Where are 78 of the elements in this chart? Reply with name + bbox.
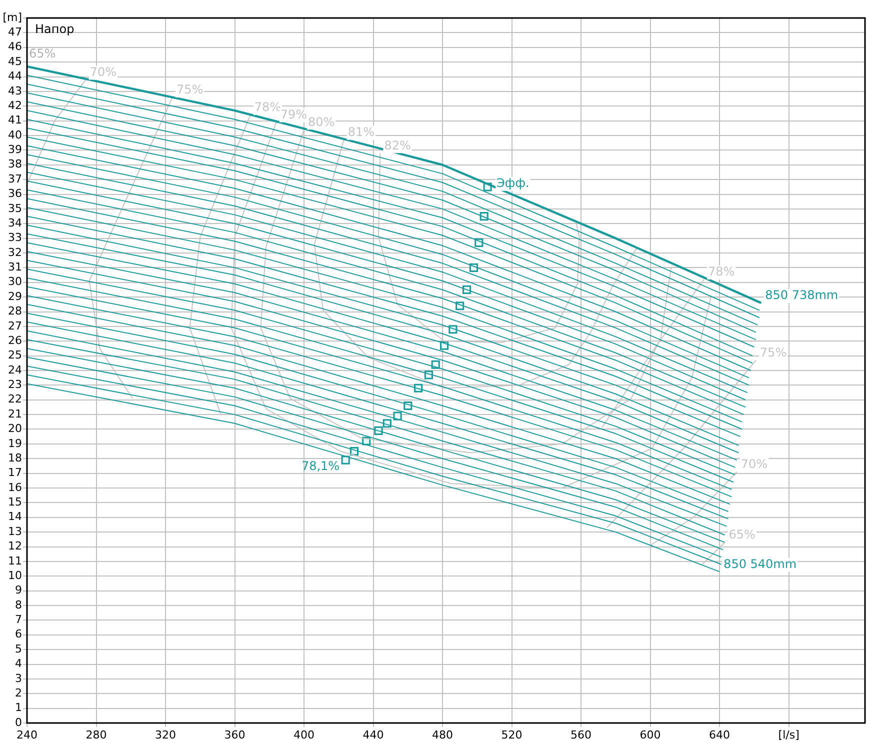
y-tick-label: 37: [8, 172, 22, 186]
y-tick-label: 15: [8, 496, 22, 509]
y-tick-label: 14: [8, 510, 22, 524]
y-tick-label: 36: [8, 187, 22, 200]
x-tick-label: [l/s]: [778, 728, 800, 742]
y-tick-label: 13: [8, 524, 22, 538]
y-tick-label: 12: [8, 540, 22, 553]
y-tick-label: 26: [8, 334, 22, 347]
y-tick-label: 33: [8, 231, 22, 244]
y-tick-label: 6: [15, 628, 22, 641]
annotation: 65%: [29, 46, 56, 61]
y-tick-label: 18: [8, 451, 22, 464]
y-tick-label: 40: [8, 128, 22, 142]
y-tick-label: 8: [15, 598, 22, 612]
y-tick-label: 44: [8, 70, 22, 83]
y-tick-label: 10: [8, 568, 22, 582]
x-tick-label: 240: [16, 728, 38, 742]
x-tick-label: 400: [294, 728, 315, 742]
y-tick-label: 0: [15, 716, 22, 729]
x-tick-label: 600: [640, 728, 661, 742]
y-tick-label: 39: [8, 143, 22, 156]
series-label: 70%: [740, 456, 768, 471]
y-tick-label: 32: [8, 246, 22, 259]
series-label: Эфф.: [496, 176, 530, 190]
y-tick-label: 38: [8, 158, 22, 171]
x-tick-label: 640: [709, 728, 730, 742]
x-tick-label: 360: [224, 728, 246, 742]
y-tick-label: 25: [8, 348, 22, 362]
y-tick-label: 4: [15, 657, 22, 670]
annotation: 78,1%: [301, 459, 340, 474]
series-label: 70%: [90, 64, 117, 79]
y-tick-label: 3: [15, 672, 22, 685]
y-tick-label: 41: [8, 114, 22, 127]
y-tick-label: 11: [8, 554, 22, 568]
chart-title: Напор: [35, 22, 74, 36]
y-tick-label: 35: [8, 202, 22, 215]
y-tick-label: 24: [8, 363, 22, 376]
y-tick-label: 19: [8, 436, 22, 450]
x-tick-label: 320: [155, 728, 176, 742]
x-tick-label: 520: [501, 728, 522, 742]
y-tick-label: 1: [15, 701, 22, 714]
series-label: 65%: [728, 527, 756, 542]
y-tick-label: 2: [15, 686, 22, 700]
series-label: 78%: [708, 264, 735, 279]
y-tick-label: 45: [8, 54, 22, 68]
x-tick-label: 480: [432, 728, 454, 742]
series-label: 75%: [176, 82, 204, 96]
series-label: 79%: [280, 107, 307, 122]
y-tick-label: 30: [8, 275, 22, 288]
y-tick-label: 16: [8, 480, 22, 494]
series-label: 850 540mm: [724, 556, 797, 571]
y-tick-label: 20: [8, 422, 22, 436]
x-tick-label: 280: [86, 728, 107, 742]
y-tick-label: 42: [8, 98, 22, 112]
y-tick-label: 9: [15, 584, 22, 597]
y-tick-label: 28: [8, 304, 22, 318]
series-label: 82%: [384, 138, 411, 152]
y-tick-label: 29: [8, 290, 22, 303]
y-tick-label: 34: [8, 216, 22, 230]
y-tick-label: 31: [8, 260, 22, 274]
series-label: 78%: [254, 100, 282, 114]
y-tick-label: 23: [8, 378, 22, 392]
series-label: 81%: [348, 125, 375, 140]
y-tick-label: 46: [8, 40, 22, 54]
x-tick-label: 440: [362, 728, 384, 742]
x-tick-label: 560: [570, 728, 592, 742]
y-tick-label: 43: [8, 84, 22, 98]
y-tick-label: 5: [15, 642, 22, 656]
y-tick-label: 27: [8, 319, 22, 332]
series-label: 80%: [308, 114, 335, 129]
y-tick-label: 47: [8, 26, 22, 39]
y-tick-label: 17: [8, 466, 22, 480]
y-tick-label: 7: [15, 613, 22, 626]
series-label: 75%: [760, 345, 787, 360]
y-tick-label: 21: [8, 407, 22, 420]
series-label: 850 738mm: [765, 288, 838, 302]
y-tick-label: [m]: [2, 10, 22, 24]
y-tick-label: 22: [8, 392, 22, 406]
